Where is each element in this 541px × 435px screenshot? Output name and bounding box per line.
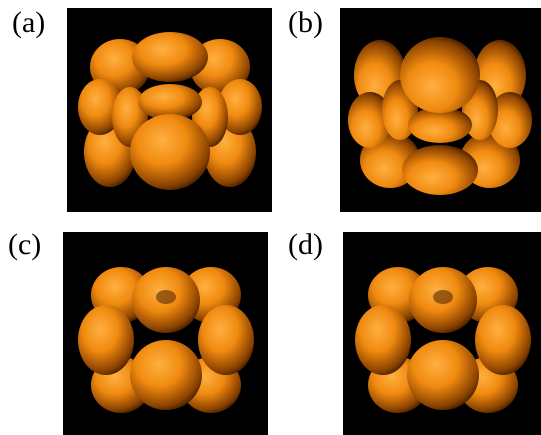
panel-label: (c) [8, 228, 41, 261]
orbital-render [78, 267, 254, 413]
panel-label: (a) [12, 6, 45, 39]
panel-label: (b) [288, 6, 323, 39]
orbital-render [78, 32, 262, 190]
orbital-render [348, 37, 532, 195]
orbital-render [355, 267, 531, 413]
panel-label: (d) [288, 228, 323, 261]
